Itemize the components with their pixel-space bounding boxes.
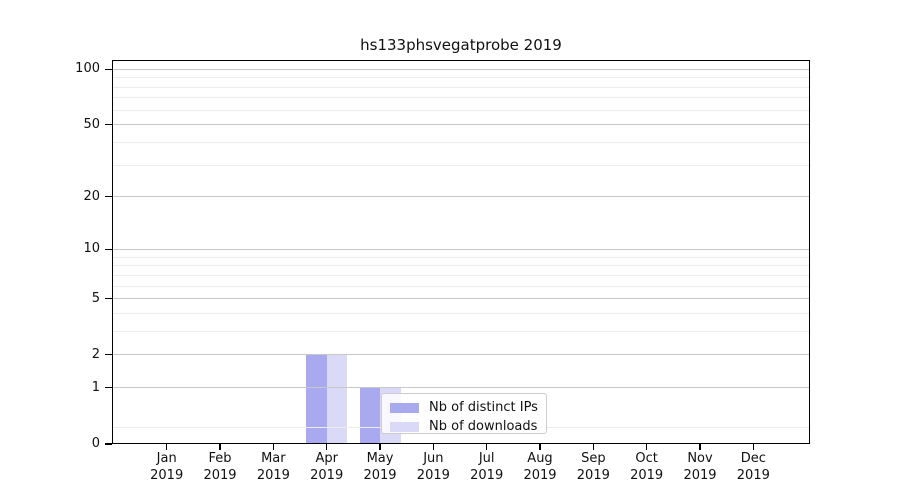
x-tick-year: 2019 <box>256 468 290 483</box>
y-gridline-major-1 <box>112 387 810 389</box>
chart-title: hs133phsvegatprobe 2019 <box>360 36 562 54</box>
y-tick-mark-0 <box>105 443 112 445</box>
y-gridline-major-50 <box>112 124 810 126</box>
x-tick-month: Sep <box>581 451 606 466</box>
y-tick-label-20: 20 <box>83 188 100 204</box>
bar-downloads-apr <box>326 354 348 444</box>
legend-swatch-downloads <box>390 421 419 432</box>
x-tick-month: Jul <box>478 451 495 466</box>
x-tick-mark-feb <box>219 444 221 450</box>
y-tick-label-5: 5 <box>91 290 100 306</box>
y-tick-label-0: 0 <box>91 436 100 451</box>
y-gridline-major-20 <box>112 196 810 198</box>
x-tick-mark-apr <box>325 444 328 450</box>
x-tick-year: 2019 <box>523 468 557 483</box>
y-gridline-minor-90 <box>112 77 810 79</box>
x-tick-month: Oct <box>635 451 658 466</box>
x-tick-label-oct: Oct 2019 <box>615 450 679 484</box>
y-gridline-minor-9 <box>112 256 810 258</box>
y-gridline-minor-80 <box>112 86 810 88</box>
x-tick-month: Nov <box>687 451 713 466</box>
y-gridline-minor-70 <box>112 97 810 99</box>
y-tick-label-1: 1 <box>91 379 100 395</box>
x-tick-label-jun: Jun 2019 <box>401 450 465 484</box>
x-tick-label-may: May 2019 <box>348 450 412 484</box>
x-tick-year: 2019 <box>630 468 664 483</box>
x-tick-year: 2019 <box>736 468 770 483</box>
y-gridline-minor-3 <box>112 330 810 332</box>
x-tick-year: 2019 <box>363 468 397 483</box>
x-tick-label-sep: Sep 2019 <box>561 450 625 484</box>
x-tick-year: 2019 <box>470 468 504 483</box>
x-tick-mark-sep <box>592 444 595 450</box>
x-tick-year: 2019 <box>576 468 610 483</box>
x-tick-mark-dec <box>752 444 755 450</box>
y-gridline-major-2 <box>112 354 810 356</box>
x-tick-year: 2019 <box>416 468 450 483</box>
x-tick-label-apr: Apr 2019 <box>295 450 359 484</box>
y-gridline-minor-30 <box>112 164 810 166</box>
y-gridline-major-100 <box>112 68 810 70</box>
y-tick-label-50: 50 <box>83 116 100 132</box>
x-tick-label-dec: Dec 2019 <box>721 450 785 484</box>
x-tick-month: Dec <box>740 451 766 466</box>
y-tick-mark-20 <box>105 196 112 198</box>
y-tick-label-10: 10 <box>83 241 100 257</box>
x-tick-month: May <box>366 451 394 466</box>
plot-area <box>112 60 810 444</box>
y-gridline-major-10 <box>112 248 810 250</box>
y-tick-mark-2 <box>105 354 112 356</box>
x-tick-mark-may <box>379 444 381 450</box>
y-tick-mark-50 <box>105 124 112 126</box>
y-tick-label-2: 2 <box>91 346 100 362</box>
legend-entry-distinct-ips: Nb of distinct IPs <box>390 400 540 415</box>
x-tick-mark-oct <box>645 444 648 450</box>
legend: Nb of distinct IPs Nb of downloads <box>381 393 547 434</box>
y-tick-label-100: 100 <box>75 61 100 77</box>
x-tick-label-feb: Feb 2019 <box>188 450 252 484</box>
x-tick-mark-jul <box>485 444 488 450</box>
legend-entry-downloads: Nb of downloads <box>390 419 540 434</box>
y-gridline-minor-7 <box>112 274 810 276</box>
x-tick-label-jan: Jan 2019 <box>135 450 199 484</box>
x-tick-mark-jun <box>432 444 435 450</box>
x-tick-mark-aug <box>539 444 541 450</box>
bar-distinct-ips-apr <box>306 354 327 444</box>
x-tick-label-nov: Nov 2019 <box>668 450 732 484</box>
x-tick-month: Mar <box>261 451 286 466</box>
y-gridline-minor-40 <box>112 141 810 143</box>
x-tick-year: 2019 <box>683 468 717 483</box>
x-tick-year: 2019 <box>203 468 237 483</box>
x-tick-month: Aug <box>527 451 553 466</box>
y-gridline-minor-4 <box>112 312 810 314</box>
x-tick-label-mar: Mar 2019 <box>241 450 305 484</box>
bar-distinct-ips-may <box>359 387 381 444</box>
y-gridline-minor-60 <box>112 109 810 111</box>
x-tick-month: Feb <box>208 451 232 466</box>
y-gridline-major-5 <box>112 298 810 300</box>
x-tick-month: Apr <box>315 451 338 466</box>
legend-label-downloads: Nb of downloads <box>429 419 538 434</box>
x-tick-label-jul: Jul 2019 <box>455 450 519 484</box>
legend-swatch-distinct-ips <box>390 402 419 413</box>
y-tick-mark-10 <box>105 248 112 250</box>
y-gridline-minor-6 <box>112 285 810 287</box>
y-tick-mark-5 <box>105 297 112 300</box>
x-tick-year: 2019 <box>310 468 344 483</box>
x-tick-mark-mar <box>272 444 275 450</box>
x-tick-year: 2019 <box>150 468 184 483</box>
x-tick-month: Jun <box>423 451 444 466</box>
y-tick-mark-100 <box>105 68 112 70</box>
x-tick-label-aug: Aug 2019 <box>508 450 572 484</box>
y-tick-mark-1 <box>105 387 112 389</box>
x-tick-month: Jan <box>156 451 177 466</box>
legend-label-distinct-ips: Nb of distinct IPs <box>429 400 538 415</box>
x-tick-mark-nov <box>699 444 701 450</box>
y-gridline-minor-8 <box>112 265 810 267</box>
x-tick-mark-jan <box>166 444 168 450</box>
